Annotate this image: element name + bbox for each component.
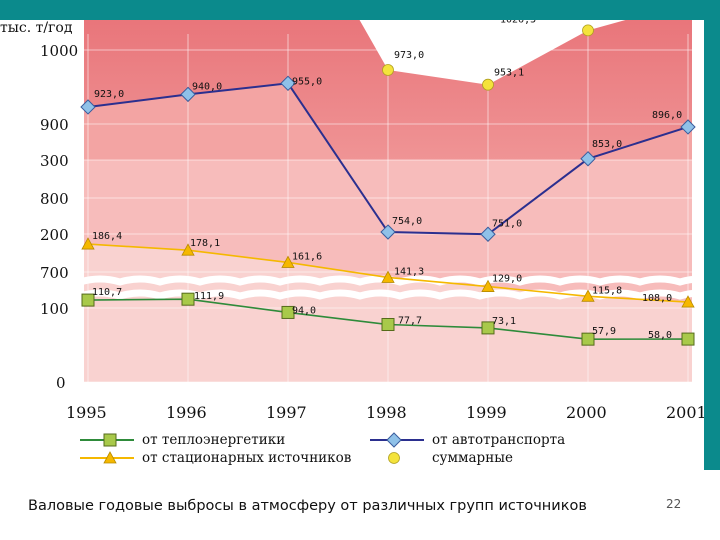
marker-triangle [281, 255, 295, 268]
y-tick-label: 0 [56, 374, 66, 392]
data-label: 161,6 [292, 251, 322, 262]
y-tick-label: 700 [40, 264, 69, 282]
marker-diamond [280, 75, 296, 92]
y-tick-label: 300 [40, 152, 69, 170]
data-label: 754,0 [392, 216, 422, 227]
marker-triangle [181, 243, 195, 256]
marker-diamond [480, 226, 496, 242]
x-tick-label: 2001 [666, 403, 704, 422]
data-label: 186,4 [92, 231, 122, 242]
data-label: 110,7 [92, 287, 122, 298]
y-tick-label: 1000 [40, 42, 78, 60]
marker-diamond [580, 151, 596, 167]
x-tick-label: 1995 [66, 403, 107, 422]
marker-diamond [80, 99, 96, 115]
marker-triangle [581, 289, 595, 302]
data-label: 896,0 [652, 110, 682, 121]
data-label: 1026,5 [500, 20, 536, 25]
data-label: 955,0 [292, 76, 322, 87]
y-tick-label: 800 [40, 190, 69, 208]
slide-caption: Валовые годовые выбросы в атмосферу от р… [28, 498, 587, 514]
x-tick-label: 1998 [366, 403, 407, 422]
data-label: 115,8 [592, 285, 622, 296]
data-label: 940,0 [192, 81, 222, 92]
data-label: 111,9 [194, 291, 224, 302]
data-label: 57,9 [592, 326, 616, 337]
axis-break-upper [0, 275, 704, 286]
marker-square [481, 321, 495, 335]
marker-diamond [180, 86, 196, 103]
x-tick-label: 1999 [466, 403, 507, 422]
marker-triangle [81, 237, 95, 250]
marker-square [581, 332, 595, 346]
marker-circle [382, 64, 394, 76]
data-label: 178,1 [190, 238, 220, 249]
marker-square [181, 292, 195, 306]
marker-diamond [680, 119, 696, 135]
x-tick-label: 1996 [166, 403, 207, 422]
data-label: 953,1 [494, 68, 524, 79]
marker-diamond [380, 224, 396, 240]
slide-number: 22 [666, 497, 682, 511]
marker-circle [582, 24, 594, 37]
data-label: 853,0 [592, 139, 622, 150]
marker-square [281, 305, 295, 319]
x-tick-label: 2000 [566, 403, 607, 422]
data-label: 973,0 [394, 50, 424, 61]
y-tick-label: 100 [40, 300, 69, 318]
y-tick-label: 900 [40, 116, 69, 134]
chart-slide: 110,7 111,9 94,0 77,7 73,1 57,9 58,0 186,4 178,1… [0, 20, 704, 470]
marker-circle [482, 78, 494, 91]
data-label: 141,3 [394, 266, 424, 277]
legend-label: от автотранспорта [432, 432, 565, 448]
marker-square [681, 332, 695, 346]
data-label: 77,7 [398, 316, 422, 327]
data-label: 129,0 [492, 274, 522, 285]
marker-circle-legend [388, 452, 400, 464]
data-label: 94,0 [292, 305, 316, 316]
data-label: 73,1 [492, 316, 516, 327]
legend-label: от стационарных источников [142, 450, 352, 466]
legend-label: суммарные [432, 450, 513, 466]
data-label: 108,0 [642, 293, 672, 304]
data-label: 751,0 [492, 218, 522, 229]
marker-triangle-legend [103, 451, 117, 464]
x-tick-label: 1997 [266, 403, 307, 422]
caption-bar [0, 470, 720, 540]
data-label: 923,0 [94, 89, 124, 100]
marker-square-legend [103, 433, 117, 447]
marker-triangle [481, 279, 495, 292]
marker-triangle [681, 295, 695, 308]
marker-square [81, 293, 95, 307]
y-tick-label: 200 [40, 226, 69, 244]
marker-square [381, 318, 395, 332]
marker-triangle [381, 270, 395, 283]
legend-label: от теплоэнергетики [142, 432, 285, 448]
marker-diamond-legend [386, 432, 402, 448]
data-label: 58,0 [648, 330, 672, 341]
y-axis-label: тыс. т/год [0, 20, 73, 36]
axis-break-lower [0, 289, 704, 300]
emissions-chart: 110,7 111,9 94,0 77,7 73,1 57,9 58,0 186,4 178,1… [0, 20, 704, 466]
